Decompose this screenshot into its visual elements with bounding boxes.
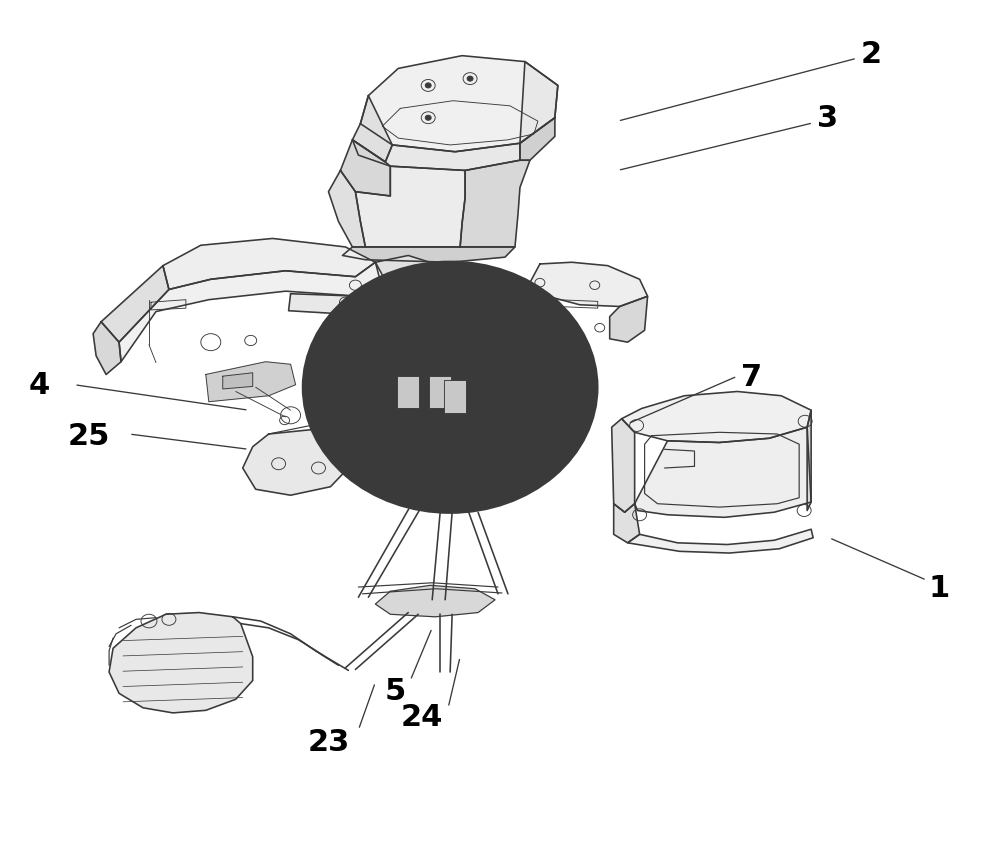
Polygon shape bbox=[530, 263, 648, 307]
Text: 1: 1 bbox=[928, 573, 949, 602]
Polygon shape bbox=[352, 141, 520, 171]
Polygon shape bbox=[375, 256, 445, 300]
Polygon shape bbox=[622, 392, 811, 443]
Text: 24: 24 bbox=[401, 702, 443, 731]
Polygon shape bbox=[360, 56, 558, 153]
Circle shape bbox=[303, 262, 598, 514]
Polygon shape bbox=[289, 282, 390, 315]
Polygon shape bbox=[109, 613, 253, 713]
Text: 3: 3 bbox=[817, 104, 838, 133]
Polygon shape bbox=[206, 362, 296, 402]
Polygon shape bbox=[243, 430, 352, 496]
Polygon shape bbox=[612, 419, 635, 513]
Bar bbox=[397, 377, 419, 409]
Polygon shape bbox=[522, 284, 548, 343]
Polygon shape bbox=[610, 296, 648, 343]
Circle shape bbox=[456, 348, 480, 368]
Polygon shape bbox=[355, 167, 465, 248]
Polygon shape bbox=[352, 96, 392, 163]
Text: 4: 4 bbox=[29, 371, 50, 400]
Polygon shape bbox=[807, 411, 811, 511]
Text: 25: 25 bbox=[68, 422, 110, 451]
Polygon shape bbox=[520, 118, 555, 161]
Bar bbox=[429, 377, 451, 409]
Bar bbox=[444, 381, 466, 413]
Polygon shape bbox=[520, 62, 558, 144]
Polygon shape bbox=[223, 373, 253, 389]
Circle shape bbox=[425, 83, 431, 89]
Polygon shape bbox=[342, 248, 515, 263]
Polygon shape bbox=[101, 267, 169, 343]
Polygon shape bbox=[628, 530, 813, 554]
Polygon shape bbox=[119, 263, 380, 362]
Polygon shape bbox=[460, 161, 530, 248]
Polygon shape bbox=[382, 368, 488, 424]
Circle shape bbox=[425, 116, 431, 121]
Polygon shape bbox=[328, 171, 365, 248]
Polygon shape bbox=[163, 239, 375, 291]
Polygon shape bbox=[340, 141, 390, 197]
Circle shape bbox=[467, 77, 473, 82]
Text: 23: 23 bbox=[307, 728, 350, 757]
Polygon shape bbox=[614, 504, 640, 544]
Polygon shape bbox=[635, 428, 811, 518]
Polygon shape bbox=[375, 585, 495, 617]
Text: 2: 2 bbox=[860, 39, 882, 68]
Text: 5: 5 bbox=[385, 676, 406, 705]
Text: 7: 7 bbox=[741, 362, 762, 391]
Polygon shape bbox=[93, 322, 121, 375]
